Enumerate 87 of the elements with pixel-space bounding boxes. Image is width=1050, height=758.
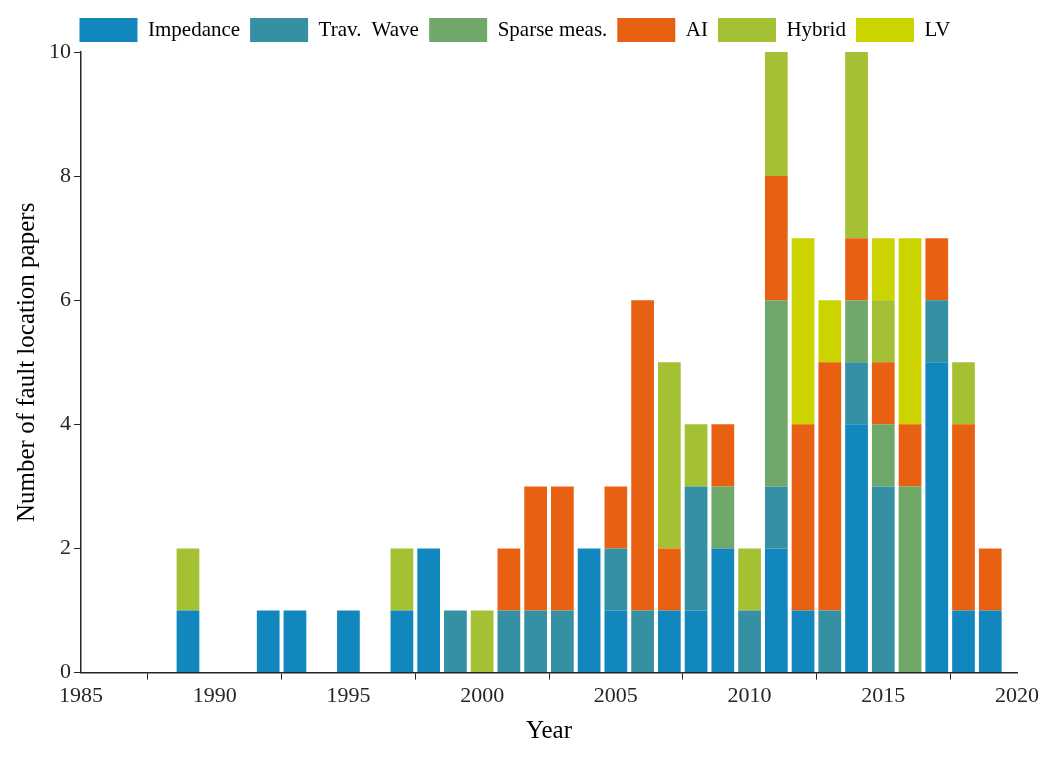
bar: [657, 610, 681, 673]
bar: [417, 548, 441, 673]
y-tick-label: 4: [60, 410, 71, 436]
x-tick-label: 1995: [326, 681, 371, 707]
bar: [978, 610, 1002, 673]
x-tick-label: 1985: [59, 681, 103, 707]
legend-label: Hybrid: [786, 16, 847, 41]
bar: [952, 362, 975, 425]
bar: [497, 548, 521, 611]
bar: [925, 238, 949, 301]
legend-label: LV: [924, 16, 951, 41]
bar: [898, 486, 922, 673]
bar: [711, 424, 735, 487]
x-tick-label: 2005: [593, 681, 638, 707]
bar: [524, 486, 547, 611]
bar: [604, 486, 628, 549]
bar: [925, 362, 949, 673]
bar: [390, 610, 414, 673]
bar: [871, 424, 895, 487]
bar: [978, 548, 1002, 611]
bar: [551, 486, 574, 611]
bar: [551, 610, 574, 673]
bar: [577, 548, 601, 673]
bar: [845, 424, 868, 673]
bar: [176, 548, 200, 611]
bar: [818, 610, 842, 673]
bar: [764, 548, 788, 673]
bar: [470, 610, 494, 673]
bar: [657, 548, 681, 611]
bar: [925, 300, 949, 363]
bar: [631, 610, 654, 673]
bar: [845, 52, 868, 239]
bar: [684, 610, 708, 673]
x-axis-title: Year: [525, 715, 573, 743]
x-tick-label: 2015: [861, 681, 906, 707]
bar: [791, 424, 815, 611]
bar: [952, 610, 975, 673]
bar: [764, 52, 788, 177]
bar: [684, 486, 708, 611]
bar: [390, 548, 414, 611]
bar: [871, 300, 895, 363]
bar: [764, 300, 788, 487]
bar: [791, 610, 815, 673]
x-tick-label: 1990: [192, 681, 237, 707]
y-tick-label: 0: [60, 658, 71, 684]
x-tick-label: 2010: [727, 681, 772, 707]
bar: [871, 362, 895, 425]
bar: [711, 548, 735, 673]
y-tick-label: 2: [60, 534, 71, 560]
bar: [604, 548, 628, 611]
bar: [497, 610, 521, 673]
y-tick-label: 8: [60, 161, 71, 187]
bar: [711, 486, 735, 549]
legend-label: Sparse meas.: [497, 16, 608, 41]
bar: [283, 610, 307, 673]
bar: [631, 300, 654, 611]
bar: [818, 300, 842, 363]
bar: [845, 362, 868, 425]
bar: [791, 238, 815, 425]
legend-label: Impedance: [147, 16, 241, 41]
bar: [256, 610, 280, 673]
bar: [684, 424, 708, 487]
bar: [845, 300, 868, 363]
bar: [898, 424, 922, 487]
bar: [845, 238, 868, 301]
bar: [657, 362, 681, 549]
bar: [738, 548, 761, 611]
y-tick-label: 10: [49, 37, 71, 63]
bar: [337, 610, 360, 673]
bar: [952, 424, 975, 611]
legend-label: Trav. Wave: [318, 16, 419, 41]
bar: [524, 610, 547, 673]
x-tick-label: 2000: [460, 681, 505, 707]
y-tick-label: 6: [60, 286, 71, 312]
bar: [444, 610, 467, 673]
bar: [898, 238, 922, 425]
bar: [764, 486, 788, 549]
bar: [604, 610, 628, 673]
bar: [738, 610, 761, 673]
bar: [764, 176, 788, 301]
bar: [176, 610, 200, 673]
y-axis-title: Number of fault location papers: [11, 202, 39, 522]
x-tick-label: 2020: [995, 681, 1039, 707]
bar: [818, 362, 842, 611]
bar: [871, 486, 895, 673]
bar: [871, 238, 895, 301]
legend-label: AI: [685, 16, 708, 41]
